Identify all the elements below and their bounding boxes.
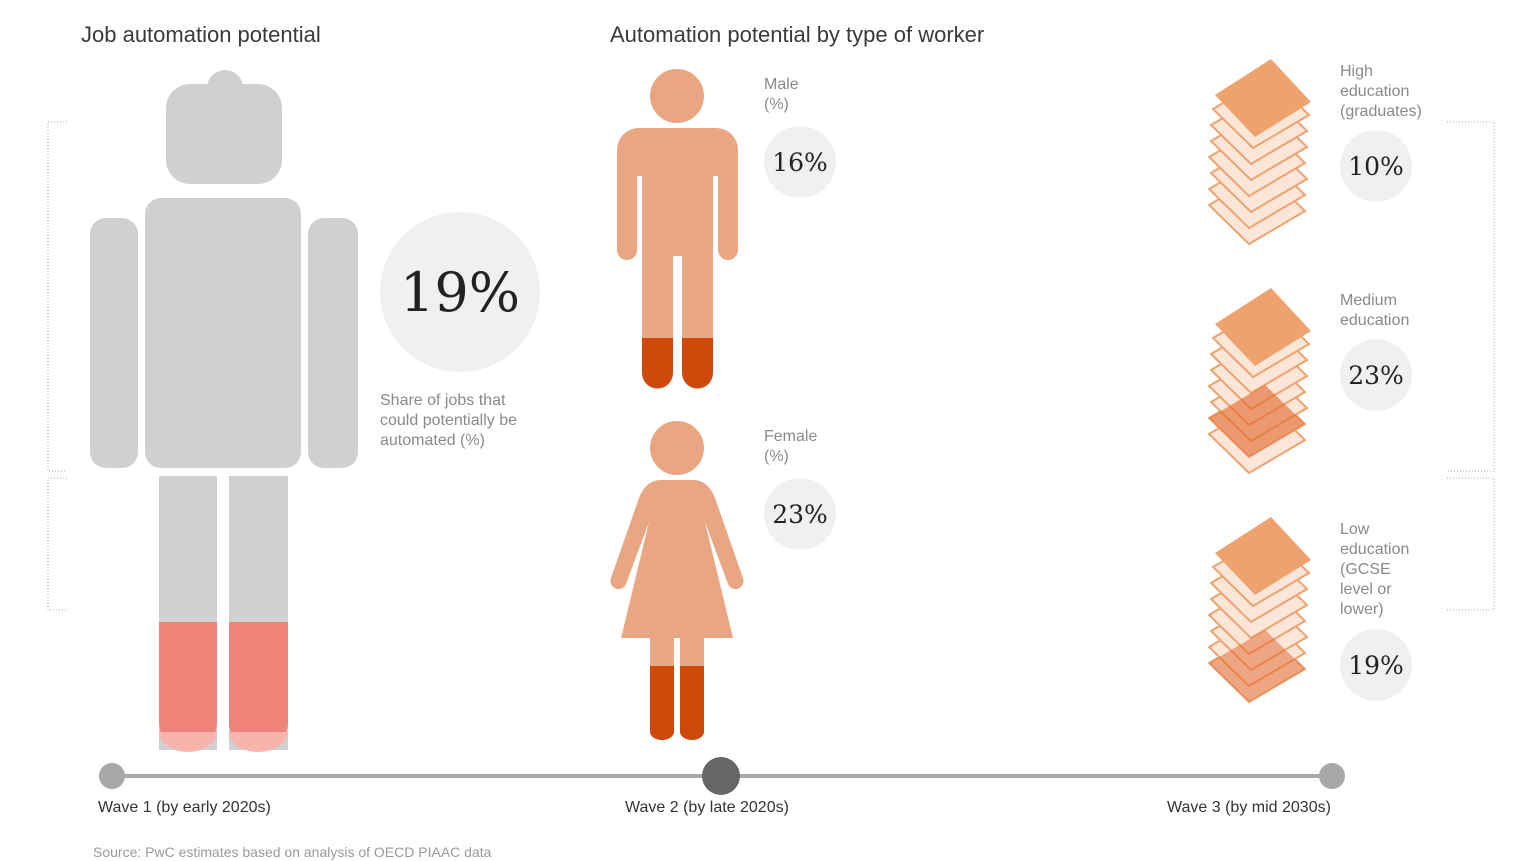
overall-value: 19% [399, 260, 521, 324]
wave-3-label[interactable]: Wave 3 (by mid 2030s) [1167, 799, 1331, 816]
wave-1-dot[interactable] [99, 763, 125, 789]
source-note: Source: PwC estimates based on analysis … [93, 844, 492, 860]
high-education-label: High education (graduates) [1340, 63, 1422, 120]
overall-caption: Share of jobs that could potentially be … [380, 392, 517, 449]
high-education-value: 10% [1348, 151, 1404, 181]
job-automation-title: Job automation potential [81, 22, 321, 47]
wave-1-label[interactable]: Wave 1 (by early 2020s) [98, 799, 271, 816]
wave-3-dot[interactable] [1319, 763, 1345, 789]
medium-education-value: 23% [1348, 360, 1404, 390]
low-education-books-icon [1207, 517, 1311, 704]
female-value-circle: 23% [764, 478, 836, 550]
low-education-value: 19% [1348, 650, 1404, 680]
female-figure-icon [610, 421, 744, 740]
male-label: Male (%) [764, 76, 799, 113]
low-education-value-circle: 19% [1340, 629, 1412, 701]
medium-education-value-circle: 23% [1340, 339, 1412, 411]
male-value: 16% [772, 147, 828, 177]
high-education-value-circle: 10% [1340, 130, 1412, 202]
low-education-label: Low education (GCSE level or lower) [1340, 521, 1410, 618]
worker-type-title: Automation potential by type of worker [610, 22, 985, 47]
wave-2-label[interactable]: Wave 2 (by late 2020s) [625, 799, 789, 816]
female-value: 23% [772, 499, 828, 529]
high-education-books-icon [1207, 59, 1311, 246]
male-figure-icon [617, 69, 738, 389]
robot-figure-icon [90, 70, 358, 753]
wave-2-dot[interactable] [702, 757, 740, 795]
medium-education-label: Medium education [1340, 292, 1410, 329]
medium-education-books-icon [1207, 288, 1311, 475]
male-value-circle: 16% [764, 126, 836, 198]
female-label: Female (%) [764, 428, 818, 465]
overall-value-circle: 19% [380, 212, 540, 372]
